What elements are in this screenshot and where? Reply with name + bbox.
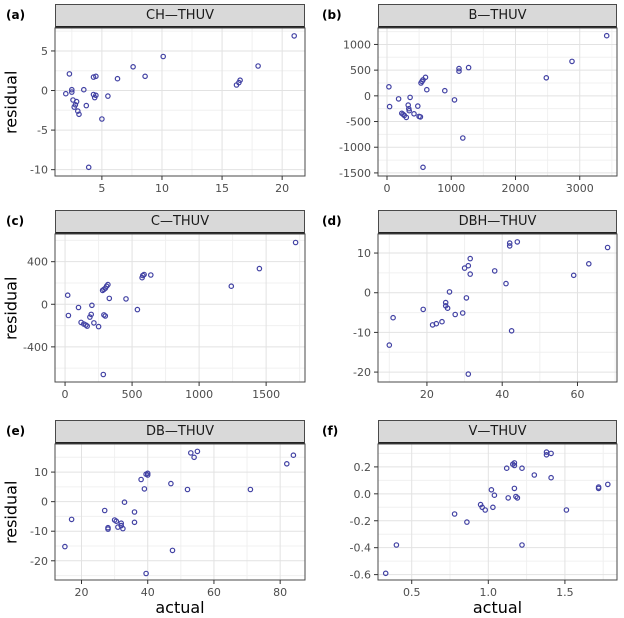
svg-text:-400: -400 (23, 341, 48, 354)
svg-text:0: 0 (364, 90, 371, 103)
facet-strip-title-c: C—THUV (150, 214, 210, 229)
panel-letter-b: (b) (322, 8, 342, 22)
facet-strip-c: C—THUV (55, 210, 305, 234)
panel-letter-e: (e) (6, 424, 26, 438)
svg-text:-5: -5 (37, 124, 48, 137)
facet-panel-b: (b) B—THUV 0 1000 2000 3000 -1500 -1000 -500 0 5… (312, 0, 624, 206)
svg-text:0: 0 (41, 298, 48, 311)
facet-panel-a: (a) residual CH—THUV 5 10 15 20 -10 -5 0 5 (0, 0, 312, 206)
svg-text:0: 0 (41, 85, 48, 98)
facet-strip-title-e: DB—THUV (145, 424, 215, 439)
svg-text:20: 20 (275, 182, 289, 195)
svg-text:-20: -20 (30, 555, 48, 568)
svg-text:1000: 1000 (437, 182, 465, 195)
scatter-plot-e: 20 40 60 80 -20 -10 0 10 (30, 443, 306, 599)
svg-text:0: 0 (364, 287, 371, 300)
svg-text:-500: -500 (346, 116, 371, 129)
facet-panel-f: (f) V—THUV 0.5 1.0 1.5 -0.6 -0.4 -0.2 0.0 0.2 a… (312, 412, 624, 618)
panel-letter-a: (a) (6, 8, 26, 22)
svg-text:40: 40 (495, 388, 509, 401)
svg-text:60: 60 (570, 388, 584, 401)
svg-text:400: 400 (27, 256, 48, 269)
svg-text:1.0: 1.0 (480, 586, 498, 599)
svg-text:10: 10 (357, 247, 371, 260)
svg-text:60: 60 (207, 586, 221, 599)
svg-text:-20: -20 (353, 366, 371, 379)
svg-text:-1000: -1000 (339, 141, 371, 154)
facet-strip-e: DB—THUV (55, 420, 305, 444)
svg-text:20: 20 (420, 388, 434, 401)
svg-text:80: 80 (273, 586, 287, 599)
facet-strip-title-a: CH—THUV (146, 8, 214, 23)
svg-text:-1500: -1500 (339, 167, 371, 180)
panel-letter-f: (f) (322, 424, 339, 438)
svg-text:1.5: 1.5 (556, 586, 574, 599)
svg-text:10: 10 (155, 182, 169, 195)
scatter-plot-f: 0.5 1.0 1.5 -0.6 -0.4 -0.2 0.0 0.2 (350, 443, 618, 599)
facet-strip-title-f: V—THUV (468, 424, 527, 439)
facet-panel-d: (d) DBH—THUV 20 40 60 -20 -10 0 10 (312, 206, 624, 412)
svg-text:0: 0 (383, 182, 390, 195)
scatter-plot-c: 0 500 1000 1500 -400 0 400 (23, 233, 306, 401)
svg-text:-0.4: -0.4 (350, 542, 371, 555)
svg-text:10: 10 (34, 466, 48, 479)
facet-strip-d: DBH—THUV (378, 210, 617, 234)
scatter-plot-d: 20 40 60 -20 -10 0 10 (353, 233, 618, 401)
panel-letter-c: (c) (6, 214, 25, 228)
facet-strip-title-b: B—THUV (468, 8, 527, 23)
svg-text:15: 15 (215, 182, 229, 195)
svg-text:0.0: 0.0 (354, 488, 372, 501)
facet-strip-a: CH—THUV (55, 4, 305, 28)
x-axis-title: actual (472, 598, 523, 617)
svg-text:3000: 3000 (566, 182, 594, 195)
scatter-plot-b: 0 1000 2000 3000 -1500 -1000 -500 0 500 1000 (339, 27, 618, 195)
svg-text:1000: 1000 (185, 388, 213, 401)
svg-text:0.2: 0.2 (354, 461, 372, 474)
facet-panel-e: (e) residual DB—THUV 20 40 60 80 -20 -10 0 10 a… (0, 412, 312, 618)
svg-text:500: 500 (122, 388, 143, 401)
svg-text:5: 5 (41, 45, 48, 58)
svg-text:-0.6: -0.6 (350, 569, 371, 582)
facet-panel-c: (c) residual C—THUV 0 500 1000 1500 -400 0 400 (0, 206, 312, 412)
x-axis-title: actual (155, 598, 205, 617)
svg-text:-0.2: -0.2 (350, 515, 371, 528)
facet-strip-b: B—THUV (378, 4, 617, 28)
facet-strip-title-d: DBH—THUV (458, 214, 537, 229)
svg-text:-10: -10 (353, 326, 371, 339)
svg-text:0.5: 0.5 (403, 586, 421, 599)
svg-text:40: 40 (141, 586, 155, 599)
svg-text:0: 0 (41, 496, 48, 509)
svg-text:5: 5 (98, 182, 105, 195)
scatter-plot-a: 5 10 15 20 -10 -5 0 5 (30, 27, 306, 195)
facet-strip-f: V—THUV (378, 420, 617, 444)
svg-text:1000: 1000 (343, 38, 371, 51)
svg-text:20: 20 (74, 586, 88, 599)
panel-letter-d: (d) (322, 214, 342, 228)
svg-text:-10: -10 (30, 164, 48, 177)
svg-text:500: 500 (350, 64, 371, 77)
svg-text:2000: 2000 (501, 182, 529, 195)
svg-text:0: 0 (62, 388, 69, 401)
svg-text:-10: -10 (30, 525, 48, 538)
svg-text:1500: 1500 (252, 388, 280, 401)
